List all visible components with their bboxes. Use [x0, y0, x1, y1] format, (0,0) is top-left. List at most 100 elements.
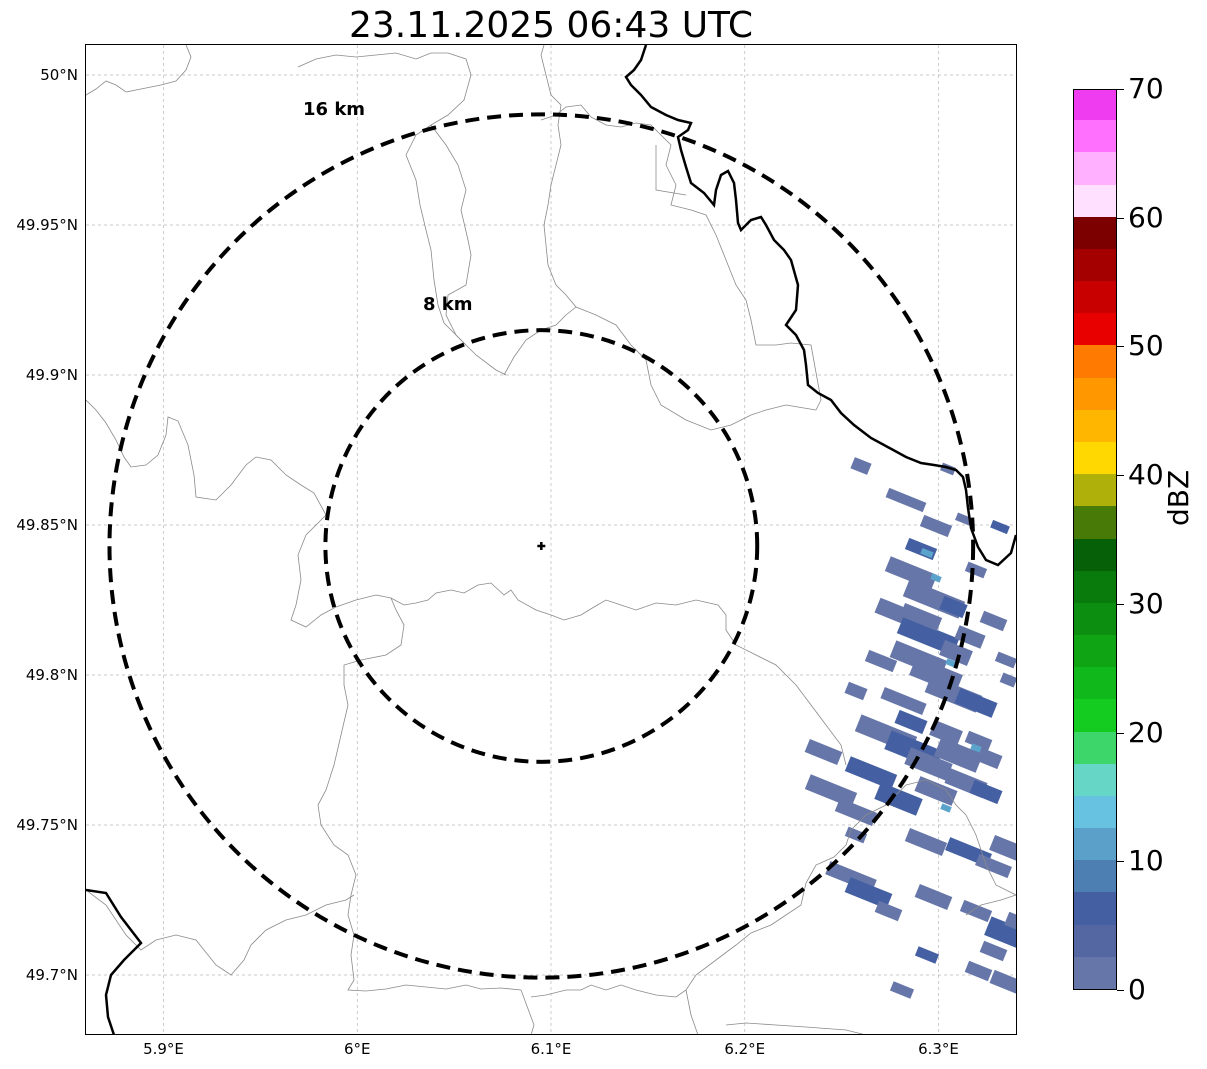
radar-echo-cell	[844, 877, 893, 909]
radar-echo-cell	[850, 457, 872, 475]
boundary-line	[86, 45, 192, 96]
colorbar-segment	[1074, 280, 1116, 314]
radar-echo-cell	[954, 625, 986, 649]
radar-echo-cell	[964, 561, 988, 579]
range-ring-label-8km: 8 km	[423, 294, 473, 315]
radar-echo-cell	[969, 779, 1003, 805]
colorbar-segment	[1074, 924, 1116, 957]
range-ring-label-16km: 16 km	[303, 99, 366, 120]
boundary-line	[530, 829, 852, 998]
colorbar-tick-label: 60	[1128, 200, 1164, 234]
colorbar-segment	[1074, 248, 1116, 282]
longitude-tick-label: 5.9°E	[143, 1040, 184, 1058]
boundary-line	[290, 514, 847, 766]
longitude-tick-label: 6.2°E	[724, 1040, 766, 1058]
national-border-line	[624, 45, 1016, 567]
latitude-tick-label: 49.8°N	[25, 666, 78, 684]
boundary-line	[850, 779, 1016, 896]
radar-echo-cell	[990, 519, 1010, 535]
colorbar-segment	[1074, 90, 1116, 121]
colorbar-tick-label: 40	[1128, 458, 1164, 492]
radar-echo-cell	[955, 512, 972, 526]
boundary-line	[86, 399, 327, 516]
colorbar-tick	[1117, 89, 1124, 90]
radar-echo-cell	[979, 610, 1008, 632]
radar-echo-cell	[894, 709, 928, 735]
boundary-line	[86, 889, 355, 976]
radar-echo-cell	[884, 556, 938, 590]
colorbar-segment	[1074, 312, 1116, 346]
colorbar-tick-label: 0	[1128, 973, 1146, 1006]
radar-echo-cell	[904, 828, 948, 856]
colorbar-segment	[1074, 666, 1116, 700]
range-rings	[107, 112, 976, 980]
dbz-colorbar	[1073, 89, 1117, 990]
radar-echo-cell	[834, 798, 878, 826]
radar-site-marker	[537, 542, 546, 550]
colorbar-segment	[1074, 151, 1116, 185]
radar-echo-cell-strong	[945, 658, 957, 668]
longitude-tick-label: 6.1°E	[530, 1040, 572, 1058]
boundary-line	[297, 52, 472, 346]
radar-map[interactable]	[86, 45, 1016, 1035]
admin-boundaries	[86, 45, 1016, 1035]
national-borders	[86, 45, 1016, 1035]
colorbar-tick-label: 50	[1128, 329, 1164, 363]
radar-echo-cell-strong	[940, 803, 952, 813]
radar-echo-cell	[904, 537, 938, 561]
boundary-line	[503, 45, 577, 376]
radar-echo-cell	[880, 687, 927, 715]
colorbar-segment	[1074, 216, 1116, 249]
colorbar-tick	[1117, 346, 1124, 348]
colorbar-segment	[1074, 119, 1116, 153]
colorbar-segment	[1074, 634, 1116, 668]
colorbar-segment	[1074, 441, 1116, 475]
colorbar-unit-label: dBZ	[1162, 469, 1195, 526]
radar-echo-cell	[933, 737, 984, 773]
boundary-line	[685, 989, 699, 1035]
radar-echo-cell	[959, 899, 993, 923]
colorbar-segment	[1074, 183, 1116, 217]
radar-echo-cell	[994, 651, 1016, 669]
longitude-tick-label: 6.3°E	[918, 1040, 959, 1058]
colorbar-segment	[1074, 505, 1116, 539]
radar-echo-cell	[899, 603, 943, 631]
national-border-line	[86, 888, 143, 1035]
boundary-line	[430, 124, 472, 336]
radar-echo-cell	[939, 639, 973, 667]
colorbar-segment	[1074, 763, 1116, 796]
boundary-line	[540, 104, 822, 411]
colorbar-segment	[1074, 570, 1116, 603]
latitude-tick-label: 49.95°N	[16, 216, 78, 234]
radar-echo-cell	[914, 776, 958, 806]
radar-echo-cell	[975, 853, 1012, 879]
colorbar-tick	[1117, 475, 1124, 477]
colorbar-segment	[1074, 956, 1116, 989]
colorbar-tick	[1117, 861, 1124, 863]
colorbar-tick-label: 70	[1128, 72, 1164, 105]
colorbar-tick	[1117, 732, 1124, 734]
colorbar-segment	[1074, 891, 1116, 925]
colorbar-segment	[1074, 730, 1116, 764]
colorbar-segment	[1074, 859, 1116, 893]
latitude-tick-label: 49.85°N	[16, 516, 78, 534]
boundary-line	[455, 334, 507, 376]
latitude-tick-label: 49.9°N	[25, 366, 78, 384]
radar-echo-cell	[889, 981, 915, 999]
radar-echo-cell	[989, 969, 1016, 995]
boundary-line	[575, 306, 817, 431]
colorbar-segment	[1074, 827, 1116, 861]
radar-echo-cell	[964, 730, 993, 752]
latitude-tick-label: 49.75°N	[16, 816, 78, 834]
range-ring	[107, 112, 976, 980]
colorbar-segment	[1074, 795, 1116, 829]
radar-echo-cell	[874, 900, 903, 922]
latitude-tick-label: 49.7°N	[25, 966, 78, 984]
radar-echo-cell	[964, 960, 993, 982]
radar-echo-cell	[844, 756, 898, 790]
radar-echo-cell	[804, 738, 843, 766]
colorbar-segment	[1074, 698, 1116, 732]
map-title: 23.11.2025 06:43 UTC	[348, 5, 754, 46]
radar-echo-cell	[919, 514, 953, 538]
boundary-line	[317, 597, 535, 1035]
